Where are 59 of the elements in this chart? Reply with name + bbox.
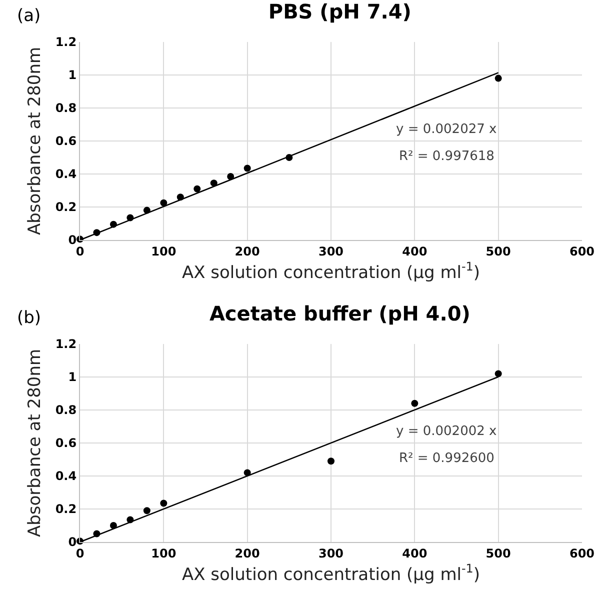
point (160, 199, 168, 206)
point (227, 172, 234, 180)
point (286, 154, 293, 161)
y-tick-label: 0.2 (55, 502, 77, 516)
point (176, 194, 184, 201)
y-tick-label: 0.6 (55, 134, 77, 148)
y-tick-label: 1.2 (55, 337, 77, 352)
y-tick-label: 0.4 (55, 469, 77, 484)
x-axis-title: AX solution concentration (μg ml$^{-1}$) (182, 260, 480, 283)
x-tick-label: 100 (151, 546, 176, 560)
text: (b) (17, 308, 42, 328)
x-tick-label: 100 (151, 244, 176, 258)
y-tick-label: 1.2 (55, 35, 77, 50)
y-axis-title: Absorbance at 280nm (24, 348, 45, 538)
y-tick-label: 1 (68, 68, 77, 82)
point (494, 370, 502, 378)
point (93, 530, 100, 538)
x-tick-label: 600 (569, 546, 595, 560)
annotation: R² = 0.997618 (399, 149, 494, 164)
y-axis-title: Absorbance at 280nm (24, 46, 45, 236)
x-tick-label: 600 (569, 244, 595, 258)
point (494, 74, 502, 82)
point (110, 522, 117, 529)
x-tick-label: 300 (318, 244, 344, 258)
y-tick-label: 0.6 (55, 436, 77, 450)
point (93, 229, 100, 236)
y-tick-label: 0 (68, 535, 77, 550)
y-tick-label: 0.8 (55, 403, 77, 418)
chart-title: PBS (pH 7.4) (268, 0, 412, 24)
x-tick-label: 400 (402, 244, 428, 258)
x-axis-title: AX solution concentration (μg ml$^{-1}$) (182, 562, 480, 585)
y-tick-label: 0.2 (55, 200, 77, 214)
chart-title: Acetate buffer (pH 4.0) (209, 302, 470, 326)
x-tick-label: 500 (486, 244, 511, 258)
point (126, 516, 134, 524)
point (328, 458, 334, 465)
x-tick-label: 200 (234, 244, 260, 258)
annotation: y = 0.002002 x (396, 424, 498, 439)
annotation: R² = 0.992600 (399, 451, 494, 466)
point (210, 180, 218, 187)
point (143, 206, 150, 214)
annotation: y = 0.002027 x (396, 122, 498, 137)
point (411, 400, 418, 407)
point (110, 220, 117, 228)
point (143, 507, 150, 514)
point (160, 500, 168, 507)
y-tick-label: 0.4 (55, 167, 77, 182)
y-tick-label: 0 (68, 233, 77, 248)
y-tick-label: 1 (68, 370, 77, 384)
point (126, 214, 134, 222)
point (244, 469, 251, 476)
x-tick-label: 300 (318, 546, 344, 560)
x-tick-label: 200 (234, 546, 260, 560)
point (194, 185, 201, 192)
y-tick-label: 0.8 (55, 101, 77, 116)
point (244, 164, 251, 172)
x-tick-label: 500 (486, 546, 511, 560)
x-tick-label: 400 (402, 546, 428, 560)
text: (a) (17, 6, 41, 26)
